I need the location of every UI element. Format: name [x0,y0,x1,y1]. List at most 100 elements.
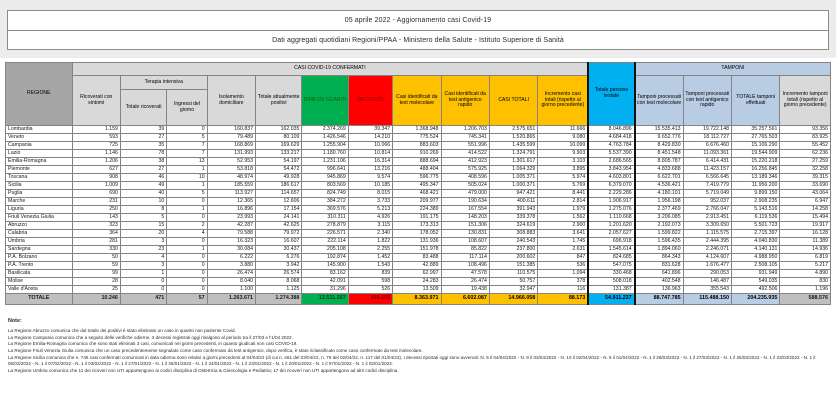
value-cell: 9.903 [537,149,589,158]
value-cell: 13.189.346 [730,173,781,182]
value-cell: 725 [71,141,121,150]
value-cell: 1.100 [206,285,257,294]
value-cell: 1.543 [347,261,394,270]
group-header-tamponi: TAMPONI [634,62,831,76]
value-cell: 130.831 [440,229,490,238]
value-cell: 9.574 [347,173,394,182]
value-cell: 5.143.516 [730,205,781,214]
value-cell: 38 [119,157,168,166]
value-cell: 143 [71,213,121,222]
value-cell: 13.531.567 [301,293,349,305]
value-cell: 190.634 [440,197,490,206]
value-cell: 117.114 [440,253,490,262]
value-cell: 6.276 [255,253,303,262]
table-total-row: TOTALE 10.246 471 57 1.263.671 1.274.388 13.53… [5,293,831,305]
value-cell: 30.437 [255,245,303,254]
value-cell: 57 [166,293,208,305]
value-cell: 4.890 [779,269,831,278]
value-cell: 1.000.371 [488,181,539,190]
value-cell: 209.977 [392,197,442,206]
value-cell: 803.569 [301,181,349,190]
value-cell: 1.005.371 [488,173,539,182]
value-cell: 575.925 [440,165,490,174]
value-cell: 49 [119,181,168,190]
value-cell: 324.619 [488,221,539,230]
col-header-tamponi-antigenico: Tamponi processati con test antigenico r… [682,75,732,126]
value-cell: 12.606 [255,197,303,206]
value-cell: 0 [166,237,208,246]
value-cell: 16.607 [255,237,303,246]
value-cell: 52.953 [206,157,257,166]
value-cell: 50.757 [488,277,539,286]
value-cell: 1.301.617 [488,157,539,166]
value-cell: 2.766.047 [682,205,732,214]
table-row: P.A. Trento 59 3 0 3.880 3.942 145.900 1.543 42.… [5,261,831,270]
value-cell: 16.128 [779,229,831,238]
value-cell: 250 [71,205,121,214]
value-cell: 1.979 [537,205,589,214]
value-cell: 3.115 [347,221,394,230]
value-cell: 1.201.620 [587,221,636,230]
value-cell: 0 [166,285,208,294]
table-header: REGIONE CASI COVID-19 CONFERMATI Totale … [5,62,831,126]
value-cell: 310.311 [301,213,349,222]
table-row: Molise 28 0 0 8.040 8.068 42.091 598 24.283 26.47… [5,277,831,286]
value-cell: 133.217 [255,149,303,158]
value-cell: 824.749 [301,189,349,198]
value-cell: 205.108 [301,245,349,254]
value-cell: 24.283 [392,277,442,286]
value-cell: 26.574 [255,269,303,278]
value-cell: 1.159 [71,125,121,134]
region-name: Sardegna [5,245,73,254]
region-name: Emilia-Romagna [5,157,73,166]
value-cell: 1.596.435 [634,237,684,246]
value-cell: 952.037 [682,197,732,206]
value-cell: 55.452 [779,141,831,150]
value-cell: 0 [166,213,208,222]
value-cell: 8.451.548 [634,149,684,158]
value-cell: 745.341 [440,133,490,142]
value-cell: 4.603.801 [587,173,636,182]
value-cell: 330 [71,245,121,254]
value-cell: 1.009 [71,181,121,190]
notes-section: Note: La Regione Abruzzo comunica che da… [8,318,830,375]
value-cell: 2.246.071 [682,245,732,254]
value-cell: 62.997 [392,269,442,278]
col-header-regione: REGIONE [5,62,73,126]
value-cell: 6.222 [206,253,257,262]
region-name: Umbria [5,237,73,246]
value-cell: 468.421 [392,189,442,198]
value-cell: 369.576 [301,205,349,214]
value-cell: 1.110.668 [587,213,636,222]
value-cell: 1.231.106 [301,157,349,166]
value-cell: 32.258 [779,165,831,174]
table-row: Veneto 593 27 5 79.489 80.109 1.426.546 14.210 7… [5,133,831,142]
value-cell: 2.908.235 [730,197,781,206]
value-cell: 3.733 [347,197,394,206]
value-cell: 8.441 [537,189,589,198]
value-cell: 414.522 [440,149,490,158]
value-cell: 108.496 [440,261,490,270]
value-cell: 160.837 [206,125,257,134]
region-name: Basilicata [5,269,73,278]
value-cell: 1.894.060 [634,245,684,254]
value-cell: 151.306 [440,221,490,230]
value-cell: 85.822 [440,245,490,254]
region-name: P.A. Trento [5,261,73,270]
value-cell: 4.684.418 [587,133,636,142]
value-cell: 226.571 [301,229,349,238]
value-cell: 88.747.785 [634,293,684,305]
value-cell: 4 [166,229,208,238]
value-cell: 15.220.218 [730,157,781,166]
value-cell: 222.114 [301,237,349,246]
value-cell: 10 [119,197,168,206]
group-header-casi-confermati: CASI COVID-19 CONFERMATI [71,62,589,76]
value-cell: 83.488 [392,253,442,262]
value-cell: 1 [166,165,208,174]
value-cell: 1.146 [71,149,121,158]
value-cell: 116 [537,285,589,294]
value-cell: 593 [71,133,121,142]
value-cell: 588.576 [779,293,831,305]
value-cell: 148.203 [440,213,490,222]
value-cell: 6.602.087 [440,293,490,305]
